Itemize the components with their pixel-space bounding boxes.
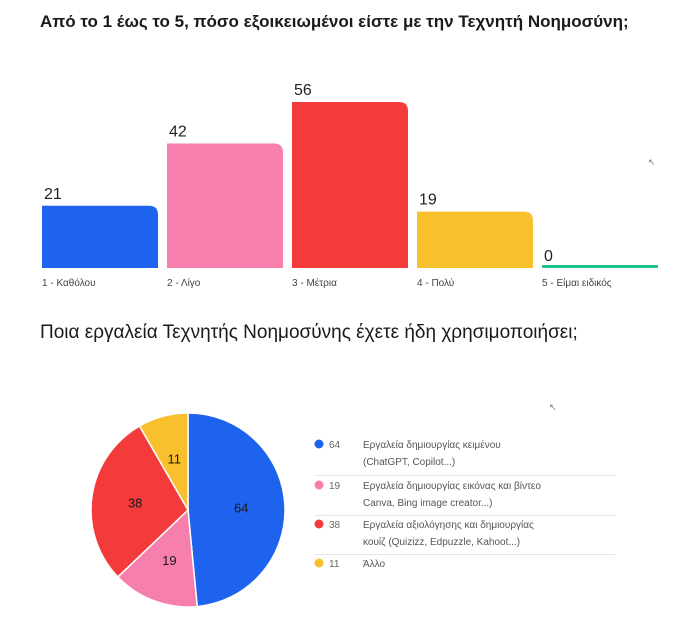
legend-label: Εργαλεία αξιολόγησης και δημιουργίας	[363, 519, 534, 531]
legend-label: Canva, Bing image creator...)	[363, 498, 493, 509]
category-label: 5 - Είμαι ειδικός	[542, 277, 612, 289]
pie-slice	[187, 412, 286, 608]
pie-slice-label: 19	[162, 553, 176, 568]
legend-label: κουίζ (Quizizz, Edpuzzle, Kahoot...)	[363, 536, 520, 548]
legend-swatch	[314, 439, 324, 449]
bar-value-label: 21	[44, 186, 62, 203]
bar	[292, 102, 408, 268]
category-label: 2 - Λίγο	[167, 277, 201, 289]
pie-slice	[90, 424, 189, 578]
legend-label: Εργαλεία δημιουργίας εικόνας και βίντεο	[363, 480, 541, 492]
legend-swatch	[314, 558, 324, 568]
bar-value-label: 19	[419, 192, 437, 209]
bar-value-label: 42	[169, 124, 187, 141]
bar	[167, 143, 283, 268]
mouse-pointer-icon: ↖	[648, 158, 656, 168]
bar-chart: 21 1 - Καθόλου 42 2 - Λίγο 56 3 - Μέτρια 19 4 -…	[42, 82, 658, 289]
pie-slice-label: 11	[167, 451, 181, 466]
category-label: 1 - Καθόλου	[42, 277, 96, 289]
legend-label: (ChatGPT, Copilot...)	[363, 457, 455, 468]
pie-slice	[138, 412, 189, 513]
bar	[42, 205, 158, 268]
pie-chart: 64 19 38 11	[90, 412, 286, 608]
legend-value: 38	[329, 520, 341, 531]
legend-value: 11	[329, 559, 340, 570]
pie-slice-label: 64	[234, 500, 248, 515]
pie-legend: 64 Εργαλεία δημιουργίας κειμένου (ChatGPT,…	[314, 439, 615, 570]
legend-swatch	[314, 480, 324, 490]
bar	[417, 211, 533, 268]
bar-chart-title: Από το 1 έως το 5, πόσο εξοικειωμένοι εί…	[40, 12, 629, 31]
pie-slice	[116, 508, 199, 608]
legend-label: Εργαλεία δημιουργίας κειμένου	[363, 439, 501, 451]
category-label: 3 - Μέτρια	[292, 277, 337, 289]
category-label: 4 - Πολύ	[417, 277, 454, 289]
legend-value: 64	[329, 440, 341, 451]
legend-swatch	[314, 519, 324, 529]
pie-chart-title: Ποια εργαλεία Τεχνητής Νοημοσύνης έχετε …	[40, 322, 578, 343]
mouse-pointer-icon: ↖	[549, 403, 557, 413]
bar-value-label: 0	[544, 248, 553, 265]
bar	[542, 265, 658, 268]
pie-slice-label: 38	[128, 495, 142, 510]
legend-value: 19	[329, 481, 341, 492]
legend-label: Άλλο	[363, 559, 386, 570]
bar-value-label: 56	[294, 82, 312, 99]
